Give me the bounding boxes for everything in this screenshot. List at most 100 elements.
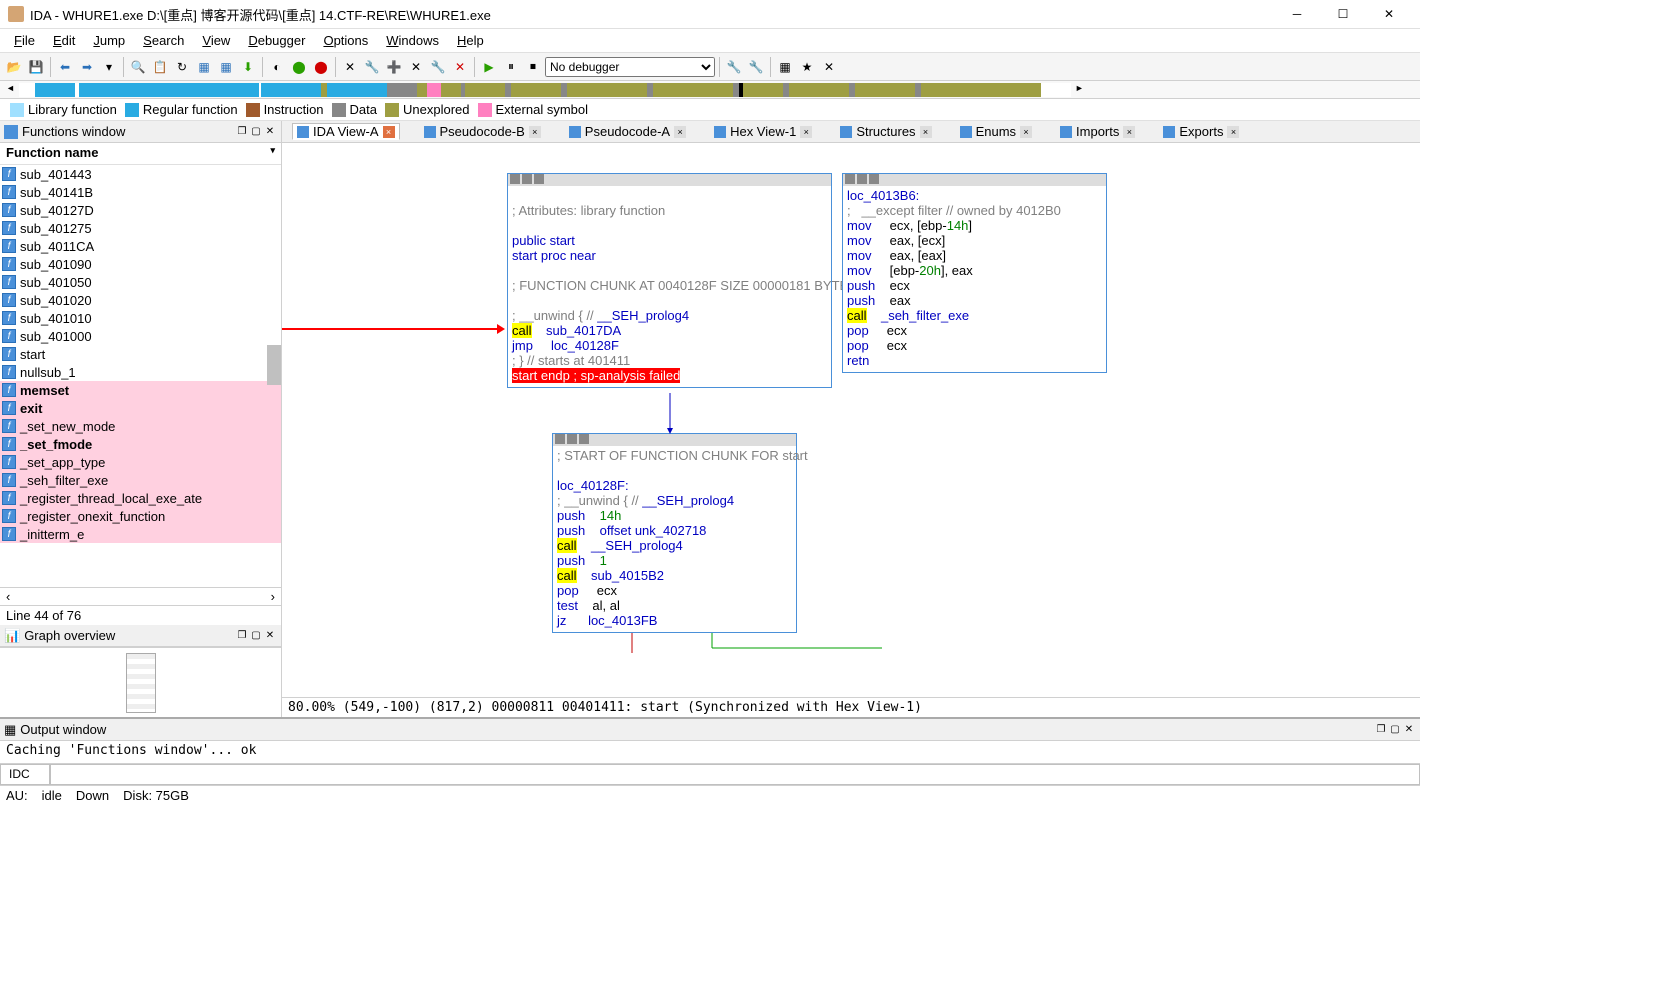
- menu-search[interactable]: Search: [135, 31, 192, 50]
- tool-icon[interactable]: ★: [797, 57, 817, 77]
- nav-segment[interactable]: [743, 83, 783, 97]
- tab-close-icon[interactable]: ×: [674, 126, 686, 138]
- tool-icon[interactable]: 🔧: [746, 57, 766, 77]
- nav-segment[interactable]: [921, 83, 1041, 97]
- function-item[interactable]: fsub_401000: [0, 327, 281, 345]
- tool-icon[interactable]: ↻: [172, 57, 192, 77]
- open-icon[interactable]: 📂: [4, 57, 24, 77]
- graph-node-start[interactable]: ; Attributes: library function public st…: [507, 173, 832, 388]
- tool-icon[interactable]: 🔧: [428, 57, 448, 77]
- function-item[interactable]: fnullsub_1: [0, 363, 281, 381]
- function-item[interactable]: fsub_401275: [0, 219, 281, 237]
- function-item[interactable]: fmemset: [0, 381, 281, 399]
- tab-close-icon[interactable]: ×: [383, 126, 395, 138]
- tab-close-icon[interactable]: ×: [800, 126, 812, 138]
- nav-segment[interactable]: [567, 83, 647, 97]
- nav-segment[interactable]: [79, 83, 259, 97]
- horizontal-scrollbar[interactable]: ‹›: [0, 587, 281, 605]
- panel-float-icon[interactable]: ▢: [249, 629, 263, 643]
- tool-icon[interactable]: ◐: [267, 57, 287, 77]
- tool-icon[interactable]: ✕: [340, 57, 360, 77]
- menu-edit[interactable]: Edit: [45, 31, 83, 50]
- pause-icon[interactable]: ⏸: [501, 57, 521, 77]
- tool-icon[interactable]: ✕: [406, 57, 426, 77]
- nav-segment[interactable]: [653, 83, 733, 97]
- tab-structures[interactable]: Structures×: [836, 124, 935, 139]
- tool-icon[interactable]: ▦: [775, 57, 795, 77]
- graph-node-loc40128f[interactable]: ; START OF FUNCTION CHUNK FOR start loc_…: [552, 433, 797, 633]
- function-item[interactable]: fsub_401443: [0, 165, 281, 183]
- tab-exports[interactable]: Exports×: [1159, 124, 1243, 139]
- menu-jump[interactable]: Jump: [85, 31, 133, 50]
- tool-icon[interactable]: 🔧: [362, 57, 382, 77]
- functions-list[interactable]: fsub_401443fsub_40141Bfsub_40127Dfsub_40…: [0, 165, 281, 587]
- minimize-button[interactable]: ─: [1274, 0, 1320, 29]
- maximize-button[interactable]: ☐: [1320, 0, 1366, 29]
- nav-segment[interactable]: [327, 83, 387, 97]
- nav-segment[interactable]: [855, 83, 915, 97]
- nav-segment[interactable]: [789, 83, 849, 97]
- nav-segment[interactable]: [261, 83, 321, 97]
- forward-icon[interactable]: ➡: [77, 57, 97, 77]
- nav-segment[interactable]: [1041, 83, 1071, 97]
- nav-segment[interactable]: [35, 83, 75, 97]
- panel-close-icon[interactable]: ✕: [1402, 723, 1416, 737]
- tab-enums[interactable]: Enums×: [956, 124, 1036, 139]
- navigation-band[interactable]: ◄ ►: [0, 81, 1420, 99]
- function-item[interactable]: f_register_onexit_function: [0, 507, 281, 525]
- graph-canvas[interactable]: ; Attributes: library function public st…: [282, 143, 1420, 697]
- function-item[interactable]: fsub_40141B: [0, 183, 281, 201]
- nav-segment[interactable]: [427, 83, 441, 97]
- run-icon[interactable]: ▶: [479, 57, 499, 77]
- function-item[interactable]: f_set_app_type: [0, 453, 281, 471]
- tab-pseudocode-a[interactable]: Pseudocode-A×: [565, 124, 690, 139]
- nav-segment[interactable]: [441, 83, 461, 97]
- back-icon[interactable]: ⬅: [55, 57, 75, 77]
- tab-close-icon[interactable]: ×: [529, 126, 541, 138]
- tool-icon[interactable]: ⬇: [238, 57, 258, 77]
- panel-close-icon[interactable]: ✕: [263, 629, 277, 643]
- panel-close-icon[interactable]: ✕: [263, 125, 277, 139]
- menu-windows[interactable]: Windows: [378, 31, 447, 50]
- nav-segment[interactable]: [19, 83, 35, 97]
- tool-icon[interactable]: 📋: [150, 57, 170, 77]
- close-button[interactable]: ✕: [1366, 0, 1412, 29]
- graph-node-loc4013b6[interactable]: loc_4013B6:; __except filter // owned by…: [842, 173, 1107, 373]
- nav-segment[interactable]: [417, 83, 427, 97]
- menu-debugger[interactable]: Debugger: [240, 31, 313, 50]
- menu-file[interactable]: File: [6, 31, 43, 50]
- function-item[interactable]: f_initterm_e: [0, 525, 281, 543]
- function-item[interactable]: f_set_fmode: [0, 435, 281, 453]
- function-item[interactable]: f_seh_filter_exe: [0, 471, 281, 489]
- nav-segment[interactable]: [511, 83, 561, 97]
- menu-options[interactable]: Options: [315, 31, 376, 50]
- menu-help[interactable]: Help: [449, 31, 492, 50]
- panel-float-icon[interactable]: ▢: [1388, 723, 1402, 737]
- tab-imports[interactable]: Imports×: [1056, 124, 1139, 139]
- idc-input[interactable]: [50, 764, 1420, 785]
- tab-close-icon[interactable]: ×: [920, 126, 932, 138]
- nav-segment[interactable]: [465, 83, 505, 97]
- menu-view[interactable]: View: [194, 31, 238, 50]
- function-item[interactable]: f_set_new_mode: [0, 417, 281, 435]
- function-item[interactable]: fexit: [0, 399, 281, 417]
- tool-icon[interactable]: 🔍: [128, 57, 148, 77]
- tool-icon[interactable]: ⬤: [289, 57, 309, 77]
- tool-icon[interactable]: ▦: [216, 57, 236, 77]
- function-item[interactable]: fsub_401090: [0, 255, 281, 273]
- tool-icon[interactable]: ➕: [384, 57, 404, 77]
- tool-icon[interactable]: ▦: [194, 57, 214, 77]
- tab-ida-view-a[interactable]: IDA View-A×: [292, 123, 400, 140]
- function-item[interactable]: f_register_thread_local_exe_ate: [0, 489, 281, 507]
- panel-restore-icon[interactable]: ❐: [235, 125, 249, 139]
- tool-icon[interactable]: ✕: [819, 57, 839, 77]
- function-item[interactable]: fsub_401020: [0, 291, 281, 309]
- stop-icon[interactable]: ⏹: [523, 57, 543, 77]
- tab-pseudocode-b[interactable]: Pseudocode-B×: [420, 124, 545, 139]
- tool-icon[interactable]: ⬤: [311, 57, 331, 77]
- panel-restore-icon[interactable]: ❐: [1374, 723, 1388, 737]
- tab-close-icon[interactable]: ×: [1020, 126, 1032, 138]
- panel-restore-icon[interactable]: ❐: [235, 629, 249, 643]
- tool-icon[interactable]: 🔧: [724, 57, 744, 77]
- functions-column-header[interactable]: Function name ▾: [0, 143, 281, 165]
